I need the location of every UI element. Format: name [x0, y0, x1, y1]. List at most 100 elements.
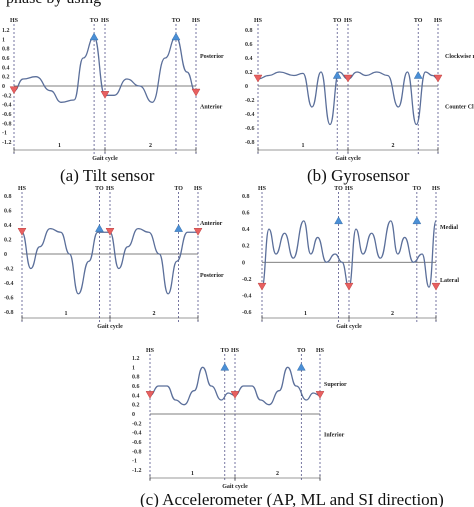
y-tick-label: -0.8 — [132, 449, 142, 455]
toe-off-marker — [95, 224, 104, 232]
y-tick-label: 0.8 — [132, 375, 140, 381]
event-label: HS — [101, 18, 110, 24]
heel-strike-marker — [17, 228, 27, 236]
y-tick-label: 0.6 — [132, 384, 140, 390]
toe-off-marker — [296, 362, 306, 371]
event-label: TO — [414, 18, 423, 24]
y-tick-label: 0 — [4, 252, 7, 258]
y-tick-label: 1.2 — [132, 356, 140, 362]
caption-tilt-sensor: (a) Tilt sensor — [60, 166, 155, 185]
y-tick-label: 0 — [245, 84, 248, 90]
event-label: TO — [413, 186, 422, 192]
y-tick-label: 1 — [2, 37, 5, 43]
y-tick-label: 0.6 — [242, 211, 250, 217]
y-tick-label: 0.6 — [245, 42, 253, 48]
event-label: TO — [297, 348, 306, 354]
y-tick-label: 0.4 — [245, 56, 253, 62]
event-label: HS — [192, 18, 201, 24]
y-tick-label: 0.8 — [2, 47, 10, 53]
y-tick-label: 0.2 — [245, 70, 253, 76]
y-tick-label: -1 — [2, 131, 7, 137]
y-tick-label: 0.2 — [4, 238, 12, 244]
y-tick-label: -0.2 — [4, 267, 14, 273]
caption-gyrosensor: (b) Gyrosensor — [307, 166, 410, 185]
y-tick-label: 1.2 — [2, 28, 10, 34]
gait-cycle-label: Gait cycle — [97, 324, 123, 330]
event-label: HS — [316, 348, 325, 354]
toe-off-marker — [174, 224, 183, 232]
panel-accelerometer-ml: 0.80.60.40.20-0.2-0.4-0.6HS TO HS TO HSMedia… — [242, 186, 459, 330]
right-label-upper: Superior — [324, 382, 347, 388]
toe-off-marker — [413, 71, 423, 79]
heel-strike-marker — [257, 282, 267, 291]
toe-off-marker — [334, 216, 343, 225]
heel-strike-marker — [191, 88, 201, 97]
y-tick-label: 0 — [242, 260, 245, 266]
panel-accelerometer-ap: 0.80.60.40.20-0.2-0.4-0.6-0.8HS TO HS TO HSA… — [4, 186, 224, 330]
event-label: HS — [345, 186, 354, 192]
heel-strike-marker — [230, 391, 240, 399]
panel-gyrosensor: 0.80.60.40.20-0.2-0.4-0.6-0.8HS TO HS TO HSC… — [245, 18, 474, 162]
y-tick-label: 0.2 — [132, 403, 140, 409]
y-tick-label: 1 — [132, 365, 135, 371]
event-label: TO — [333, 18, 342, 24]
y-tick-label: -1.2 — [2, 140, 12, 146]
signal-curve — [257, 71, 439, 126]
y-tick-label: -0.4 — [132, 431, 142, 437]
y-tick-label: -0.2 — [2, 93, 12, 99]
y-tick-label: -1 — [132, 459, 137, 465]
y-tick-label: -0.6 — [242, 310, 252, 316]
y-tick-label: -0.6 — [2, 112, 12, 118]
y-tick-label: -0.4 — [2, 103, 12, 109]
heel-strike-marker — [344, 282, 354, 291]
heel-strike-marker — [193, 228, 203, 236]
y-tick-label: -0.6 — [245, 126, 255, 132]
heel-strike-marker — [105, 228, 115, 236]
y-tick-label: -0.4 — [4, 281, 14, 287]
event-label: HS — [231, 348, 240, 354]
event-label: HS — [18, 186, 27, 192]
y-tick-label: 0.8 — [4, 194, 12, 200]
y-tick-label: 0.4 — [242, 227, 250, 233]
y-tick-label: 0.4 — [4, 223, 12, 229]
y-tick-label: -0.6 — [132, 440, 142, 446]
cycle-number: 2 — [149, 143, 152, 149]
event-label: HS — [344, 18, 353, 24]
heel-strike-marker — [100, 91, 110, 99]
y-tick-label: 0.4 — [132, 393, 140, 399]
event-label: TO — [172, 18, 181, 24]
y-tick-label: 0 — [132, 412, 135, 418]
gait-cycle-label: Gait cycle — [222, 484, 248, 490]
toe-off-marker — [332, 71, 342, 79]
right-label-upper: Medial — [440, 225, 458, 231]
event-label: TO — [90, 18, 99, 24]
event-label: HS — [10, 18, 19, 24]
heel-strike-marker — [343, 74, 353, 83]
y-tick-label: -0.2 — [242, 277, 252, 283]
toe-off-marker — [89, 32, 99, 41]
right-label-upper: Clockwise rotation — [445, 54, 474, 60]
y-tick-label: -0.2 — [245, 98, 255, 104]
y-tick-label: 0.8 — [245, 28, 253, 34]
event-label: HS — [258, 186, 267, 192]
heel-strike-marker — [315, 391, 325, 399]
event-label: TO — [174, 186, 183, 192]
y-tick-label: -0.2 — [132, 421, 142, 427]
y-tick-label: -0.4 — [245, 112, 255, 118]
toe-off-marker — [412, 216, 422, 225]
y-tick-label: -0.8 — [2, 121, 12, 127]
right-label-upper: Anterior — [200, 221, 223, 227]
y-tick-label: -0.8 — [4, 310, 14, 316]
panel-tilt-sensor: 1.2 1 0.8 0.6 0.4 0.2 0 -0.2 -0.4 -0.6 -0.8 -1 -1.2 H… — [2, 18, 224, 162]
event-label: HS — [146, 348, 155, 354]
cycle-number: 2 — [392, 143, 395, 149]
cycle-number: 2 — [153, 311, 156, 317]
right-label-lower: Anterior — [200, 104, 223, 110]
cycle-number: 2 — [276, 471, 279, 477]
gait-cycle-label: Gait cycle — [335, 156, 361, 162]
cycle-number: 1 — [302, 143, 305, 149]
heel-strike-marker — [253, 74, 263, 83]
heel-strike-marker — [433, 74, 443, 83]
right-label-lower: Inferior — [324, 432, 345, 438]
